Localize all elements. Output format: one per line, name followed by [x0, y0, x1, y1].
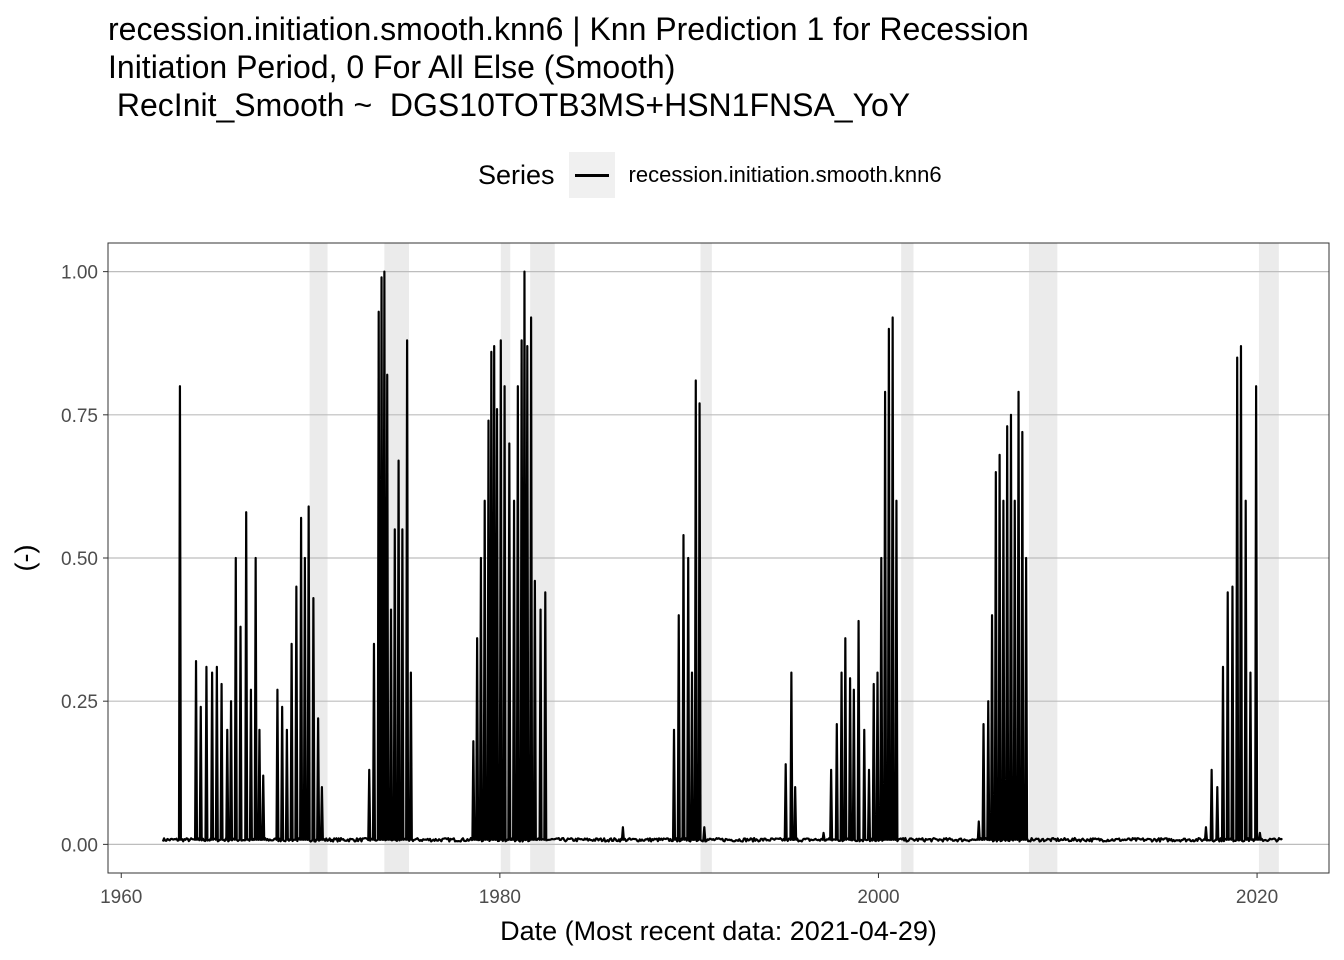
- x-tick-label: 1980: [479, 887, 521, 908]
- legend-label: recession.initiation.smooth.knn6: [628, 162, 942, 187]
- y-tick-label: 0.50: [61, 549, 98, 570]
- y-tick-label: 1.00: [61, 263, 98, 284]
- x-tick-label: 1960: [100, 887, 142, 908]
- x-tick-label: 2020: [1236, 887, 1278, 908]
- y-tick-label: 0.75: [61, 406, 98, 427]
- y-axis-title: (-): [10, 545, 40, 572]
- y-tick-label: 0.00: [61, 835, 98, 856]
- legend: Series recession.initiation.smooth.knn6: [478, 152, 942, 198]
- grid-layer: [108, 271, 1329, 845]
- legend-line-swatch: [574, 174, 609, 177]
- series-line: [161, 270, 1283, 843]
- chart-title: recession.initiation.smooth.knn6 | Knn P…: [108, 11, 1029, 123]
- series-layer: [161, 270, 1283, 843]
- legend-key: [568, 152, 615, 198]
- legend-title: Series: [478, 159, 555, 190]
- x-axis: 1960 1980 2000 2020: [100, 873, 1278, 908]
- y-tick-label: 0.25: [61, 692, 98, 713]
- y-axis: 0.00 0.25 0.50 0.75 1.00: [61, 263, 108, 856]
- x-tick-label: 2000: [857, 887, 899, 908]
- x-axis-title: Date (Most recent data: 2021-04-29): [500, 916, 937, 946]
